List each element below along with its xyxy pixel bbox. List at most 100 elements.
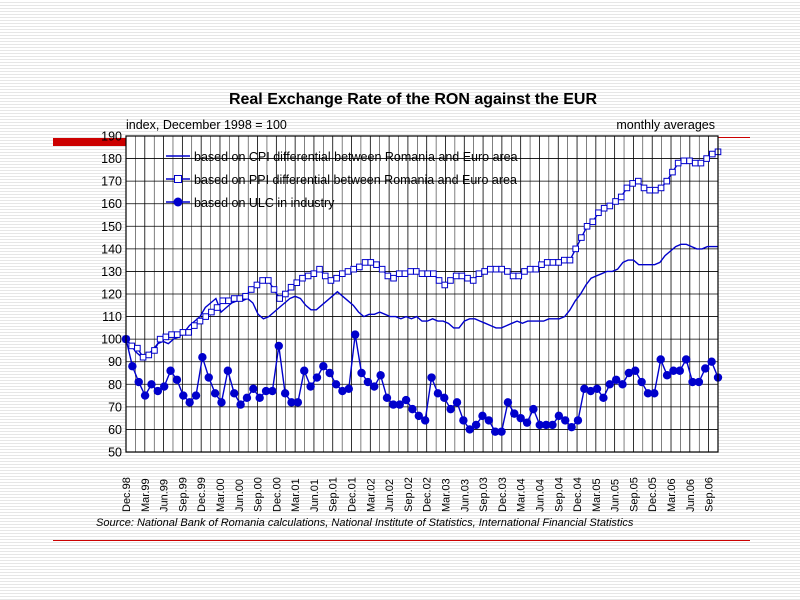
data-point bbox=[162, 333, 170, 341]
x-tick-label: Dec.05 bbox=[647, 477, 659, 512]
y-tick-label: 100 bbox=[101, 333, 122, 347]
y-tick-label: 120 bbox=[101, 288, 122, 302]
data-point bbox=[635, 177, 642, 185]
data-point bbox=[191, 391, 201, 400]
data-point bbox=[338, 386, 347, 396]
x-tick-label: Jun.03 bbox=[459, 479, 471, 512]
data-point bbox=[414, 411, 424, 421]
data-point bbox=[140, 391, 150, 400]
data-point bbox=[605, 380, 614, 389]
data-point bbox=[344, 384, 353, 393]
data-point bbox=[325, 368, 334, 378]
data-point bbox=[538, 261, 545, 268]
x-tick-label: Sep.00 bbox=[253, 477, 265, 512]
y-tick-label: 170 bbox=[101, 175, 122, 189]
data-point bbox=[370, 382, 379, 391]
data-point bbox=[276, 295, 283, 302]
data-point bbox=[595, 209, 602, 217]
legend-ulc-label: based on ULC in industry bbox=[194, 196, 335, 210]
data-point bbox=[395, 400, 404, 409]
legend-ppi-marker bbox=[174, 175, 182, 183]
data-point bbox=[350, 265, 357, 273]
data-point bbox=[198, 353, 207, 362]
data-point bbox=[674, 159, 682, 167]
y-tick-label: 50 bbox=[108, 446, 122, 460]
data-point bbox=[280, 389, 290, 398]
data-point bbox=[219, 297, 227, 305]
data-point bbox=[333, 274, 340, 282]
data-point bbox=[535, 420, 544, 430]
chart-subtitle-right: monthly averages bbox=[616, 118, 715, 132]
data-point bbox=[395, 270, 403, 277]
x-tick-label: Jun.01 bbox=[309, 479, 321, 512]
x-tick-label: Sep.05 bbox=[628, 477, 640, 512]
legend: based on CPI differential between Romani… bbox=[166, 150, 518, 210]
data-point bbox=[230, 295, 238, 302]
data-point bbox=[503, 398, 513, 407]
data-point bbox=[554, 411, 564, 421]
data-point bbox=[225, 297, 232, 305]
data-point bbox=[196, 317, 204, 325]
data-point bbox=[481, 268, 488, 275]
data-point bbox=[430, 270, 437, 277]
data-point bbox=[471, 420, 481, 430]
data-point bbox=[617, 193, 625, 201]
data-point bbox=[247, 286, 255, 293]
data-point bbox=[265, 277, 272, 284]
data-point bbox=[624, 368, 634, 378]
data-point bbox=[669, 168, 676, 176]
data-point bbox=[680, 157, 688, 165]
data-point bbox=[236, 295, 244, 302]
data-point bbox=[139, 353, 147, 361]
x-tick-label: Sep.02 bbox=[403, 477, 415, 512]
data-point bbox=[433, 389, 443, 398]
data-point bbox=[694, 377, 704, 387]
data-point bbox=[361, 259, 369, 266]
legend-entry-ppi: based on PPI differential between Romani… bbox=[166, 173, 517, 187]
data-point bbox=[606, 202, 614, 210]
data-point bbox=[389, 400, 398, 409]
data-point bbox=[516, 413, 525, 423]
data-point bbox=[572, 245, 579, 253]
data-point bbox=[210, 389, 220, 398]
data-point bbox=[166, 366, 175, 375]
data-point bbox=[384, 272, 392, 280]
data-point bbox=[492, 265, 500, 273]
data-point bbox=[600, 204, 608, 212]
data-point bbox=[255, 393, 264, 403]
data-point bbox=[691, 159, 699, 167]
data-point bbox=[319, 362, 328, 371]
data-point bbox=[561, 416, 570, 425]
x-tick-label: Dec.01 bbox=[347, 477, 359, 512]
data-point bbox=[202, 313, 209, 320]
x-tick-label: Mar.02 bbox=[365, 478, 377, 512]
data-point bbox=[413, 268, 420, 275]
x-tick-label: Dec.98 bbox=[121, 477, 133, 512]
data-point bbox=[618, 380, 627, 389]
data-point bbox=[510, 409, 519, 418]
data-point bbox=[458, 272, 466, 280]
x-tick-label: Mar.06 bbox=[666, 478, 678, 512]
data-point bbox=[420, 416, 430, 425]
data-point bbox=[159, 382, 169, 391]
data-point bbox=[427, 373, 436, 382]
data-point bbox=[637, 377, 646, 387]
data-point bbox=[316, 265, 323, 273]
data-point bbox=[567, 422, 576, 432]
data-point bbox=[435, 277, 443, 284]
x-tick-label: Jun.99 bbox=[159, 479, 171, 512]
data-point bbox=[484, 416, 494, 425]
y-tick-label: 110 bbox=[102, 310, 122, 324]
data-point bbox=[578, 234, 585, 241]
x-tick-label: Dec.04 bbox=[572, 477, 584, 512]
data-point bbox=[312, 373, 322, 382]
data-point bbox=[373, 261, 380, 268]
data-point bbox=[230, 389, 239, 398]
data-point bbox=[701, 364, 710, 373]
data-point bbox=[173, 331, 181, 338]
y-tick-label: 180 bbox=[101, 152, 122, 166]
legend-ppi-label: based on PPI differential between Romani… bbox=[194, 173, 517, 187]
data-point bbox=[134, 344, 141, 352]
series-line bbox=[125, 243, 718, 359]
data-point bbox=[529, 404, 538, 414]
